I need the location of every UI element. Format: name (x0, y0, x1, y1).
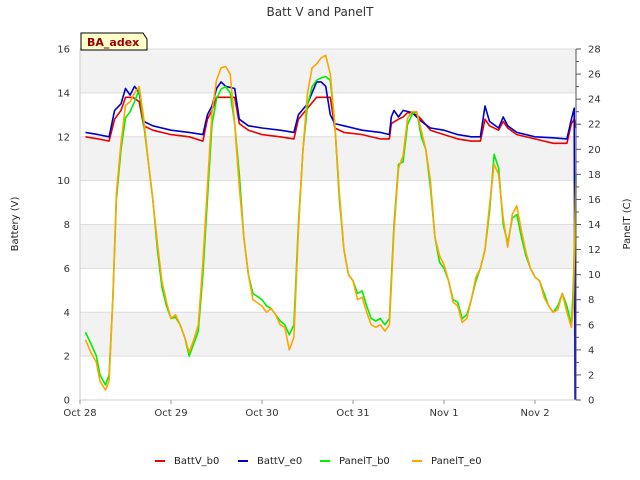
y2-tick-label: 28 (588, 45, 601, 56)
x-tick-label: Nov 1 (430, 408, 459, 419)
y-axis-ticks: 0 2 4 6 8 10 12 14 16 (57, 45, 70, 407)
site-badge: BA_adex (80, 32, 148, 51)
x-tick-label: Oct 31 (336, 408, 369, 419)
x-tick-label: Oct 30 (245, 408, 278, 419)
y-tick-label: 14 (57, 88, 70, 99)
site-badge-box (80, 32, 148, 51)
y2-tick-label: 2 (588, 370, 594, 381)
plot-band (80, 49, 576, 93)
series-line-PanelT_e0 (84, 54, 577, 391)
legend-label-PanelT_b0: PanelT_b0 (339, 456, 390, 467)
y-tick-label: 0 (64, 396, 70, 407)
y2-tick-label: 12 (588, 245, 601, 256)
y-tick-label: 6 (64, 264, 70, 275)
y2-tick-label: 6 (588, 320, 594, 331)
site-badge-label: BA_adex (87, 36, 139, 49)
y2-tick-label: 22 (588, 120, 601, 131)
y2-tick-label: 24 (588, 95, 601, 106)
y2-tick-label: 4 (588, 345, 594, 356)
y2-tick-label: 8 (588, 295, 594, 306)
legend-label-PanelT_e0: PanelT_e0 (431, 456, 482, 467)
y2-tick-label: 20 (588, 145, 601, 156)
x-tick-label: Oct 28 (63, 408, 96, 419)
y2-tick-label: 26 (588, 70, 601, 81)
y2-tick-label: 16 (588, 195, 601, 206)
y-tick-label: 12 (57, 132, 70, 143)
series-layer (84, 54, 577, 401)
legend: BattV_b0 BattV_e0 PanelT_b0 PanelT_e0 (155, 456, 482, 467)
legend-label-BattV_e0: BattV_e0 (257, 456, 302, 467)
y2-tick-label: 10 (588, 270, 601, 281)
series-line-BattV_e0 (85, 81, 576, 401)
y2-tick-label: 0 (588, 396, 594, 407)
y-tick-label: 8 (64, 220, 70, 231)
y2-axis-title: PanelT (C) (622, 198, 633, 249)
legend-label-BattV_b0: BattV_b0 (174, 456, 219, 467)
x-tick-label: Oct 29 (154, 408, 187, 419)
y2-tick-label: 14 (588, 220, 601, 231)
x-tick-label: Nov 2 (521, 408, 550, 419)
y-tick-label: 4 (64, 308, 70, 319)
y-tick-label: 10 (57, 176, 70, 187)
y-tick-label: 2 (64, 352, 70, 363)
plot-band (80, 224, 576, 269)
plot-band (80, 136, 576, 181)
chart-title: Batt V and PanelT (267, 5, 375, 19)
y-axis-title: Battery (V) (10, 196, 21, 251)
plot-band (80, 312, 576, 357)
y-tick-label: 16 (57, 45, 70, 56)
x-axis-ticks: Oct 28 Oct 29 Oct 30 Oct 31 Nov 1 Nov 2 (63, 400, 550, 419)
y2-tick-label: 18 (588, 170, 601, 181)
